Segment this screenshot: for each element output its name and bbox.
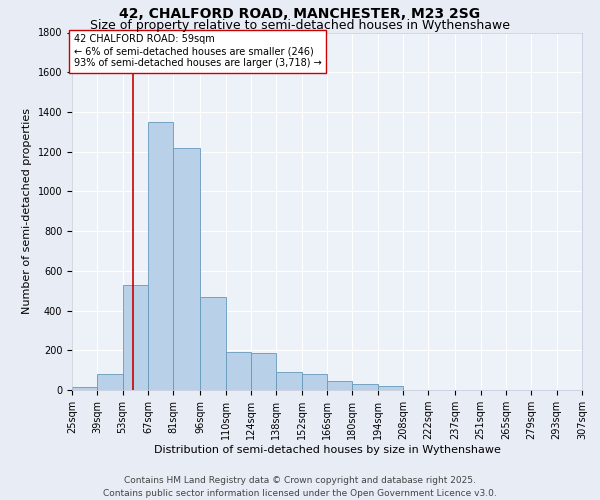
- X-axis label: Distribution of semi-detached houses by size in Wythenshawe: Distribution of semi-detached houses by …: [154, 445, 500, 455]
- Bar: [352, 384, 377, 390]
- Bar: [302, 374, 327, 390]
- Bar: [251, 354, 277, 390]
- Bar: [148, 122, 173, 390]
- Bar: [97, 374, 122, 390]
- Bar: [277, 372, 302, 390]
- Text: 42 CHALFORD ROAD: 59sqm
← 6% of semi-detached houses are smaller (246)
93% of se: 42 CHALFORD ROAD: 59sqm ← 6% of semi-det…: [74, 34, 322, 68]
- Text: Size of property relative to semi-detached houses in Wythenshawe: Size of property relative to semi-detach…: [90, 18, 510, 32]
- Bar: [377, 386, 403, 390]
- Text: 42, CHALFORD ROAD, MANCHESTER, M23 2SG: 42, CHALFORD ROAD, MANCHESTER, M23 2SG: [119, 8, 481, 22]
- Bar: [173, 148, 200, 390]
- Bar: [72, 387, 97, 390]
- Text: Contains HM Land Registry data © Crown copyright and database right 2025.
Contai: Contains HM Land Registry data © Crown c…: [103, 476, 497, 498]
- Bar: [200, 296, 226, 390]
- Y-axis label: Number of semi-detached properties: Number of semi-detached properties: [22, 108, 32, 314]
- Bar: [327, 381, 352, 390]
- Bar: [226, 352, 251, 390]
- Bar: [122, 284, 148, 390]
